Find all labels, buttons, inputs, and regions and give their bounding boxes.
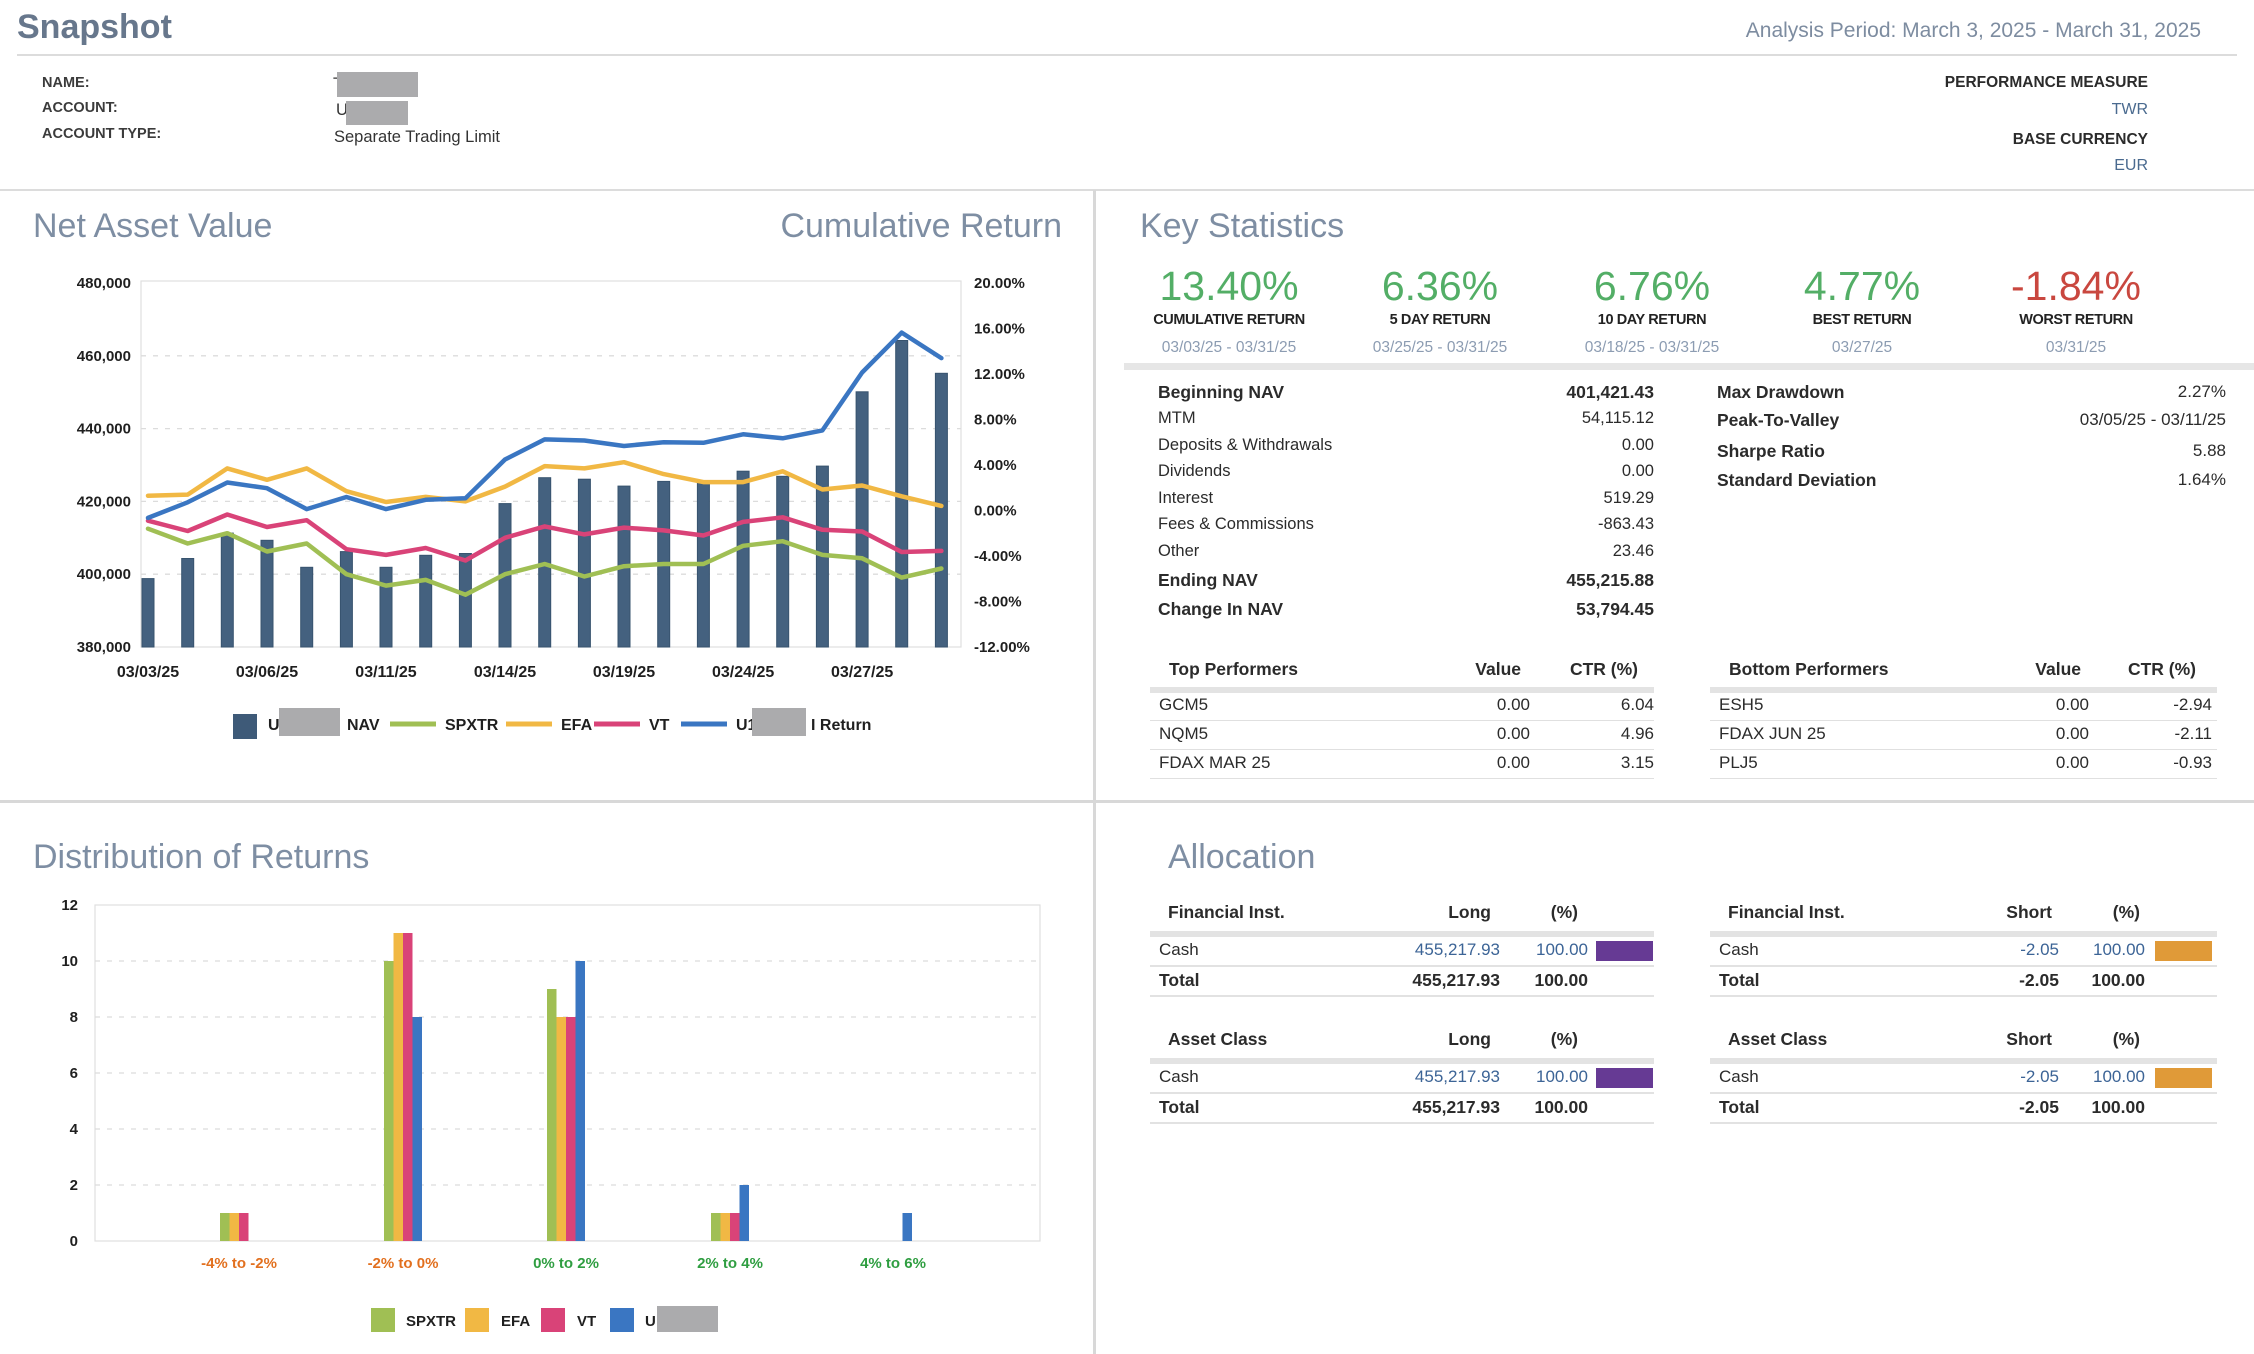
svg-text:0% to 2%: 0% to 2% xyxy=(533,1255,599,1272)
svg-text:EFA: EFA xyxy=(561,717,593,734)
svg-text:NAV: NAV xyxy=(347,717,380,734)
svg-text:10: 10 xyxy=(61,953,78,970)
svg-text:460,000: 460,000 xyxy=(77,348,131,365)
svg-text:480,000: 480,000 xyxy=(77,275,131,292)
svg-text:03/03/25: 03/03/25 xyxy=(117,664,179,681)
svg-text:2% to 4%: 2% to 4% xyxy=(697,1255,763,1272)
svg-text:03/27/25: 03/27/25 xyxy=(831,664,893,681)
svg-text:-2% to 0%: -2% to 0% xyxy=(368,1255,439,1272)
svg-text:4.00%: 4.00% xyxy=(974,457,1017,474)
svg-text:420,000: 420,000 xyxy=(77,493,131,510)
svg-text:EFA: EFA xyxy=(501,1313,530,1330)
svg-text:-12.00%: -12.00% xyxy=(974,639,1030,656)
svg-text:03/19/25: 03/19/25 xyxy=(593,664,655,681)
svg-text:03/11/25: 03/11/25 xyxy=(355,664,417,681)
svg-text:-8.00%: -8.00% xyxy=(974,594,1022,611)
svg-text:2: 2 xyxy=(70,1177,78,1194)
svg-text:12: 12 xyxy=(61,897,78,914)
svg-text:4: 4 xyxy=(70,1121,79,1138)
svg-text:03/06/25: 03/06/25 xyxy=(236,664,298,681)
svg-text:380,000: 380,000 xyxy=(77,639,131,656)
svg-text:8: 8 xyxy=(70,1009,78,1026)
svg-text:VT: VT xyxy=(649,717,670,734)
svg-text:U: U xyxy=(268,717,280,734)
svg-text:U1: U1 xyxy=(736,717,757,734)
svg-text:SPXTR: SPXTR xyxy=(406,1313,456,1330)
svg-text:0: 0 xyxy=(70,1233,78,1250)
svg-text:-4% to -2%: -4% to -2% xyxy=(201,1255,277,1272)
svg-text:400,000: 400,000 xyxy=(77,566,131,583)
svg-text:-4.00%: -4.00% xyxy=(974,548,1022,565)
svg-text:I Return: I Return xyxy=(811,717,871,734)
svg-text:0.00%: 0.00% xyxy=(974,503,1017,520)
svg-text:8.00%: 8.00% xyxy=(974,412,1017,429)
svg-text:03/14/25: 03/14/25 xyxy=(474,664,536,681)
svg-text:4% to 6%: 4% to 6% xyxy=(860,1255,926,1272)
svg-text:440,000: 440,000 xyxy=(77,421,131,438)
svg-text:20.00%: 20.00% xyxy=(974,275,1025,292)
svg-text:6: 6 xyxy=(70,1065,78,1082)
svg-text:U: U xyxy=(645,1313,656,1330)
svg-text:16.00%: 16.00% xyxy=(974,321,1025,338)
svg-text:SPXTR: SPXTR xyxy=(445,717,499,734)
svg-text:03/24/25: 03/24/25 xyxy=(712,664,774,681)
svg-text:VT: VT xyxy=(577,1313,596,1330)
svg-text:12.00%: 12.00% xyxy=(974,366,1025,383)
